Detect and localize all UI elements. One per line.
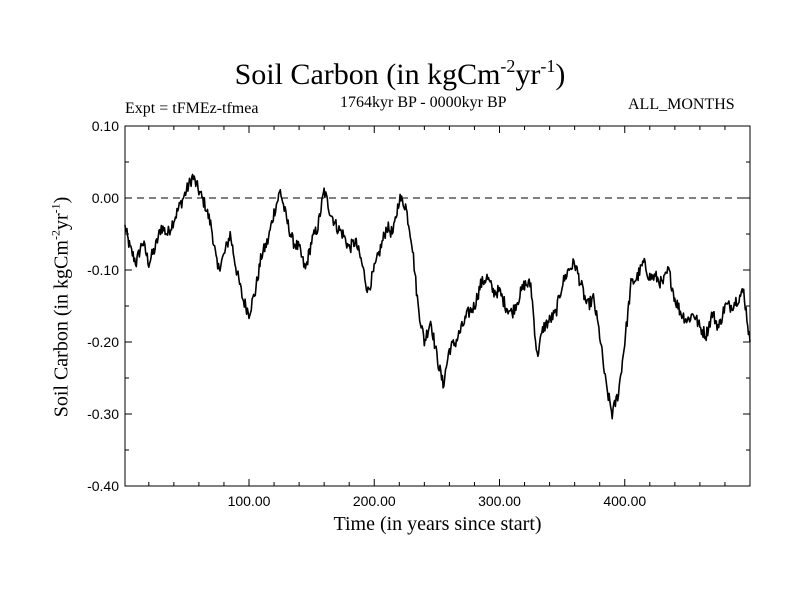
months-label: ALL_MONTHS — [628, 96, 735, 113]
x-axis-label: Time (in years since start) — [333, 513, 542, 535]
y-tick-label: -0.10 — [87, 262, 119, 278]
x-tick-label: 100.00 — [228, 493, 271, 509]
series-line-soil-carbon — [124, 173, 751, 420]
y-tick-label: -0.30 — [87, 406, 119, 422]
y-tick-label: -0.20 — [87, 334, 119, 350]
y-tick-label: 0.00 — [92, 190, 119, 206]
y-tick-label: 0.10 — [92, 118, 119, 134]
x-tick-label: 200.00 — [353, 493, 396, 509]
x-tick-label: 400.00 — [603, 493, 646, 509]
period-label: 1764kyr BP - 0000kyr BP — [340, 94, 507, 111]
x-tick-label: 300.00 — [478, 493, 521, 509]
experiment-label: Expt = tFMEz-tfmea — [125, 100, 259, 117]
y-tick-label: -0.40 — [87, 478, 119, 494]
chart-title: Soil Carbon (in kgCm-2yr-1) — [234, 56, 566, 91]
plot-frame — [124, 125, 751, 487]
series-layer — [124, 173, 751, 420]
ticks-layer: 100.00 200.00 300.00 400.00 0.10 0.00 -0.10 -0.… — [87, 118, 750, 509]
